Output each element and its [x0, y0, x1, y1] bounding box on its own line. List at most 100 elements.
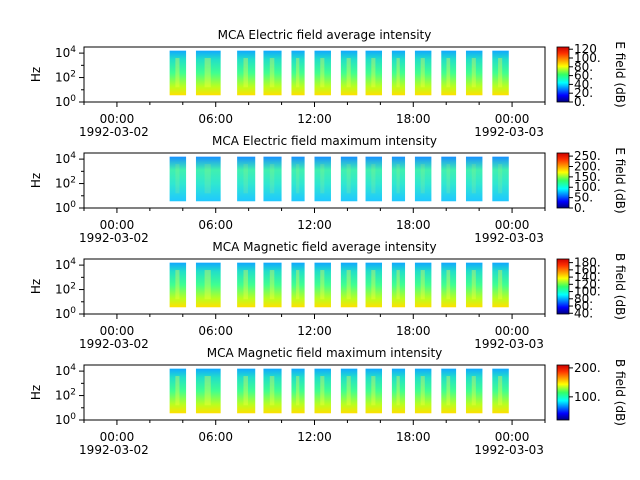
- panel-title: MCA Magnetic field average intensity: [212, 240, 436, 254]
- data-pass-strip: [340, 50, 358, 96]
- data-pass-highlight: [498, 376, 503, 406]
- data-pass-highlight: [296, 376, 300, 406]
- x-tick-label: 12:00: [297, 324, 332, 338]
- y-tick-label: 104: [55, 363, 76, 378]
- colorbar-tick-label: 20.: [574, 86, 593, 100]
- x-tick-label: 12:00: [297, 430, 332, 444]
- data-pass-highlight: [420, 376, 425, 406]
- colorbar: [556, 364, 570, 421]
- data-pass-strip: [441, 368, 457, 414]
- colorbar-tick-label: 50.: [574, 191, 593, 205]
- colorbar-tick-label: 120: [574, 42, 597, 56]
- data-pass-strip: [263, 156, 282, 202]
- data-pass-highlight: [498, 58, 503, 88]
- data-pass-highlight: [296, 270, 300, 300]
- x-tick-label: 06:00: [198, 430, 233, 444]
- colorbar-tick-label: 100.: [574, 285, 601, 299]
- x-tick-date: 1992-03-02: [79, 231, 149, 245]
- colorbar-tick-label: 40.: [574, 77, 593, 91]
- y-axis-label: Hz: [29, 67, 43, 82]
- panel-title: MCA Electric field maximum intensity: [212, 134, 437, 148]
- data-pass-highlight: [371, 270, 376, 300]
- data-pass-strip: [441, 50, 457, 96]
- panel-2: MCA Electric field maximum intensity 100 1…: [29, 134, 627, 245]
- x-tick-label: 12:00: [297, 218, 332, 232]
- data-pass-highlight: [446, 270, 451, 300]
- data-pass-strip: [291, 50, 305, 96]
- colorbar-tick-label: 60.: [574, 69, 593, 83]
- data-pass-highlight: [371, 164, 376, 194]
- data-pass-highlight: [346, 58, 351, 88]
- y-axis-label: Hz: [29, 173, 43, 188]
- data-pass-highlight: [204, 58, 211, 88]
- y-tick-label: 104: [55, 45, 76, 60]
- data-pass-highlight: [371, 58, 376, 88]
- panel-title: MCA Electric field average intensity: [218, 28, 432, 42]
- x-tick-label: 06:00: [198, 112, 233, 126]
- data-pass-highlight: [204, 376, 211, 406]
- x-tick-label: 00:00: [495, 112, 530, 126]
- colorbar-label: E field (dB): [613, 41, 627, 107]
- data-pass-strip: [237, 156, 256, 202]
- y-axis-label: Hz: [29, 279, 43, 294]
- y-tick-label: 102: [55, 282, 76, 297]
- x-tick-date: 1992-03-02: [79, 337, 149, 351]
- data-pass-highlight: [346, 376, 351, 406]
- colorbar-tick-label: 140.: [574, 270, 601, 284]
- data-pass-highlight: [396, 164, 400, 194]
- data-pass-strip: [365, 262, 383, 308]
- data-pass-highlight: [371, 376, 376, 406]
- data-pass-strip: [492, 156, 509, 202]
- data-pass-highlight: [446, 164, 451, 194]
- data-pass-strip: [365, 156, 383, 202]
- data-pass-strip: [340, 156, 358, 202]
- data-pass-strip: [391, 368, 406, 414]
- data-pass-strip: [465, 262, 483, 308]
- x-tick-date: 1992-03-03: [474, 125, 544, 139]
- x-tick-date: 1992-03-03: [474, 231, 544, 245]
- data-pass-highlight: [204, 270, 211, 300]
- y-axis-label: Hz: [29, 385, 43, 400]
- data-pass-highlight: [296, 164, 300, 194]
- x-tick-label: 00:00: [100, 112, 135, 126]
- panel-3: MCA Magnetic field average intensity 100 1…: [29, 240, 627, 351]
- data-pass-strip: [263, 50, 282, 96]
- data-pass-strip: [441, 262, 457, 308]
- x-tick-label: 18:00: [396, 430, 431, 444]
- colorbar-tick-label: 40.: [574, 306, 593, 320]
- data-pass-highlight: [269, 270, 275, 300]
- y-tick-label: 102: [55, 70, 76, 85]
- data-pass-strip: [414, 262, 432, 308]
- data-pass-highlight: [269, 58, 275, 88]
- x-tick-date: 1992-03-03: [474, 443, 544, 457]
- data-pass-highlight: [320, 376, 325, 406]
- data-pass-strip: [195, 50, 221, 96]
- colorbar-tick-label: 160.: [574, 263, 601, 277]
- data-pass-highlight: [498, 164, 503, 194]
- data-pass-highlight: [471, 376, 476, 406]
- data-pass-highlight: [243, 58, 248, 88]
- data-pass-highlight: [320, 58, 325, 88]
- data-pass-highlight: [204, 164, 211, 194]
- colorbar-tick-label: 80.: [574, 292, 593, 306]
- data-pass-strip: [169, 262, 187, 308]
- data-pass-highlight: [471, 270, 476, 300]
- data-pass-strip: [314, 50, 331, 96]
- data-pass-highlight: [396, 270, 400, 300]
- data-pass-strip: [340, 368, 358, 414]
- colorbar: [556, 258, 570, 315]
- data-pass-strip: [314, 262, 331, 308]
- data-pass-strip: [291, 156, 305, 202]
- y-tick-label: 102: [55, 176, 76, 191]
- data-pass-highlight: [420, 58, 425, 88]
- colorbar-tick-label: 100.: [574, 390, 601, 404]
- data-pass-strip: [365, 368, 383, 414]
- data-pass-strip: [441, 156, 457, 202]
- data-pass-highlight: [346, 270, 351, 300]
- colorbar-tick-label: 200.: [574, 361, 601, 375]
- x-tick-label: 06:00: [198, 218, 233, 232]
- data-pass-strip: [237, 50, 256, 96]
- data-pass-strip: [492, 262, 509, 308]
- colorbar-label: B field (dB): [613, 253, 627, 320]
- colorbar-tick-label: 60.: [574, 299, 593, 313]
